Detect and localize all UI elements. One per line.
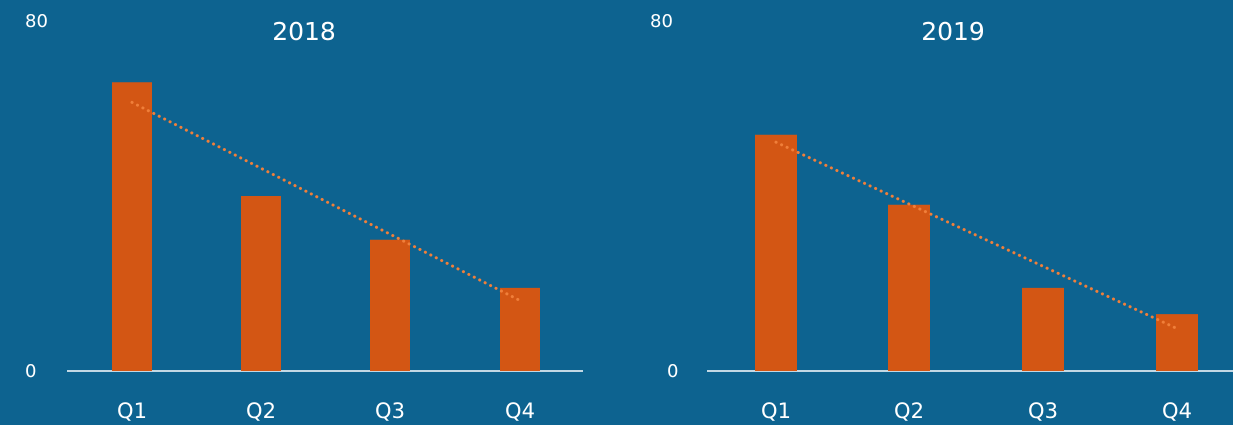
bar-q1 [112,82,152,371]
bar-q1 [755,134,797,371]
x-tick-label-q1: Q1 [117,399,147,423]
y-tick-label-min: 0 [25,361,36,382]
chart-2018: 2018 80 0 Q1 Q2 Q3 Q4 [25,11,583,423]
x-tick-label-q1: Q1 [761,399,791,423]
x-tick-label-q2: Q2 [894,399,924,423]
bar-q2 [888,204,930,371]
trendline [130,100,522,303]
bar-q3 [1022,287,1064,371]
chart-title: 2019 [921,17,985,46]
y-tick-label-max: 80 [650,11,673,32]
bar-series [112,82,540,371]
x-tick-label-q3: Q3 [375,399,405,423]
bar-q4 [500,287,540,371]
bar-q3 [370,239,410,371]
category-labels: Q1 Q2 Q3 Q4 [117,399,535,423]
chart-2019: 2019 80 0 Q1 Q2 Q3 Q4 [650,11,1233,423]
category-labels: Q1 Q2 Q3 Q4 [761,399,1192,423]
y-tick-label-max: 80 [25,11,48,32]
x-tick-label-q3: Q3 [1028,399,1058,423]
bar-series [755,134,1198,371]
trendline [774,140,1179,331]
y-tick-label-min: 0 [667,361,678,382]
trendline-group [774,140,1179,331]
bar-q2 [241,196,281,371]
x-tick-label-q4: Q4 [505,399,535,423]
x-tick-label-q4: Q4 [1162,399,1192,423]
x-tick-label-q2: Q2 [246,399,276,423]
trendline-group [130,100,522,303]
chart-title: 2018 [272,17,336,46]
